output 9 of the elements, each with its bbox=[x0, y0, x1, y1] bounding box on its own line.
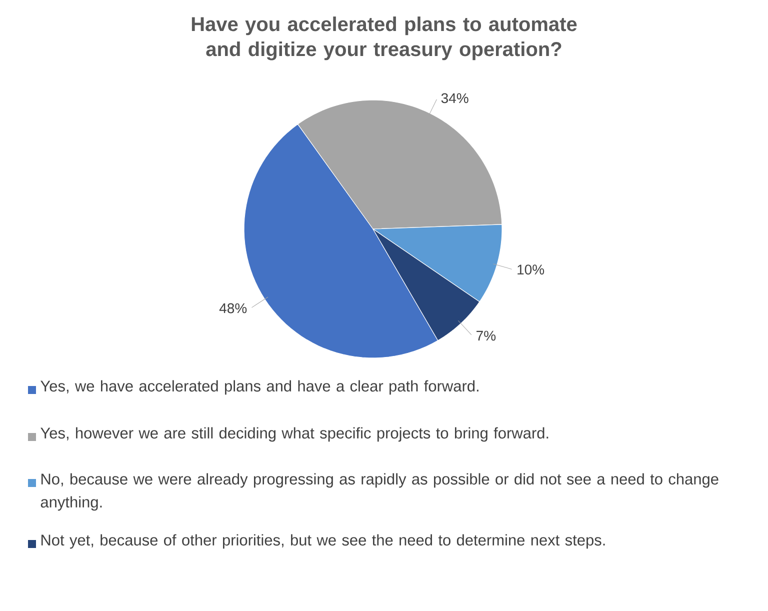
legend-label: Not yet, because of other priorities, but we see the need to determine next steps. bbox=[41, 534, 605, 549]
legend-label: No, because we were already progressing as rapidly as possible or did not see a need to change anything. bbox=[40, 473, 718, 511]
data-label: 7% bbox=[476, 330, 496, 341]
data-label: 34% bbox=[441, 93, 468, 104]
chart-title: Have you accelerated plans to automate and digitize your treasury operation? bbox=[192, 16, 577, 60]
data-label: 48% bbox=[219, 303, 247, 314]
legend-label: Yes, however we are still deciding what specific projects to bring forward. bbox=[40, 427, 548, 442]
legend-label: Yes, we have accelerated plans and have a clear path forward. bbox=[40, 380, 478, 395]
data-label: 10% bbox=[518, 264, 544, 275]
